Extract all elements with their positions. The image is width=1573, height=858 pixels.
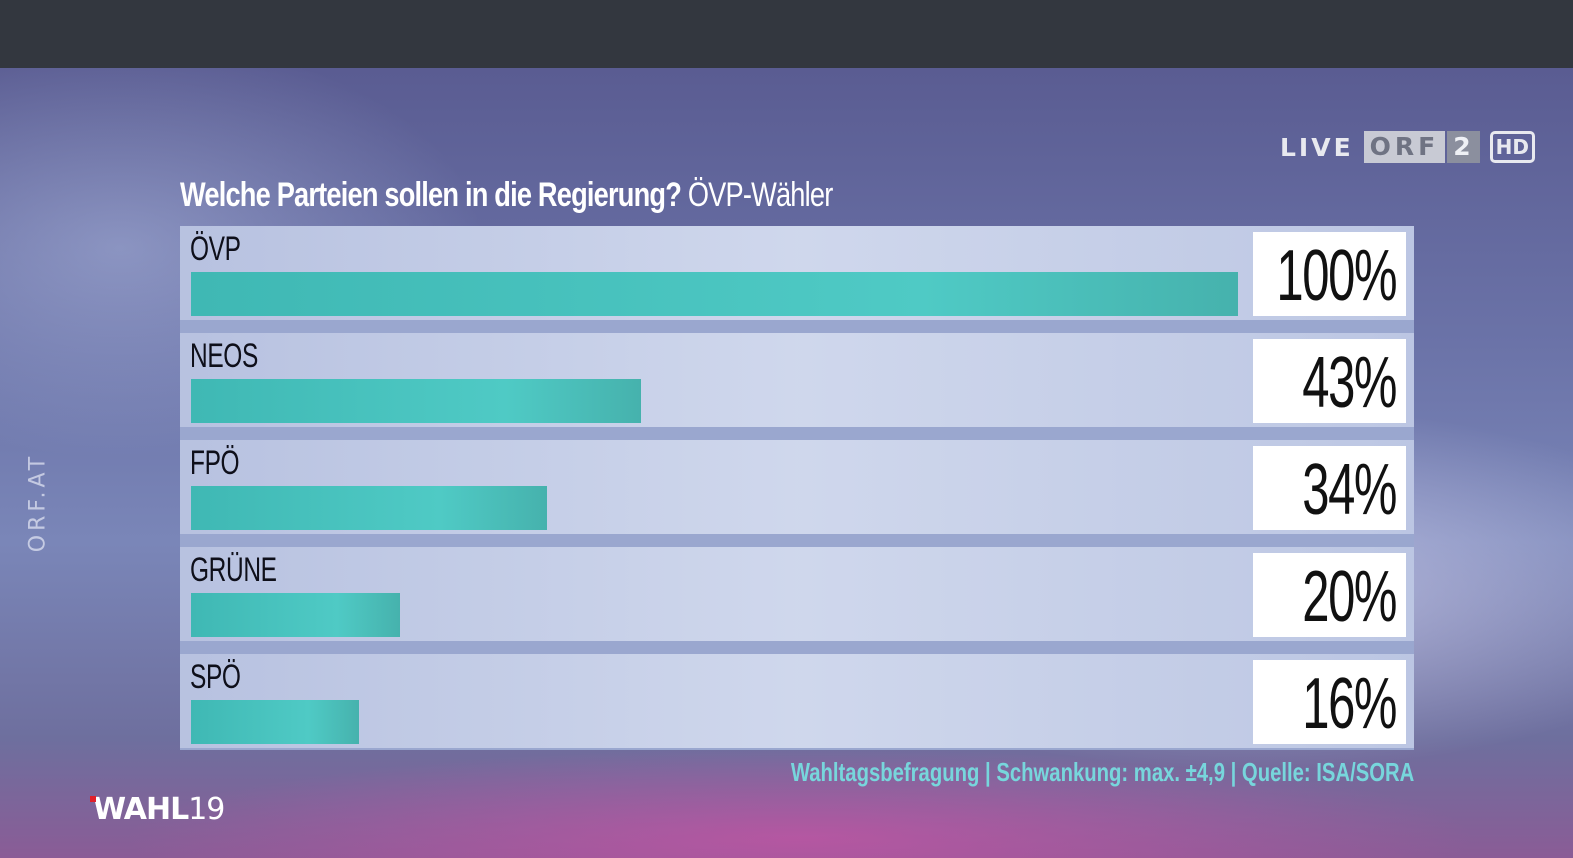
chart-subtitle: ÖVP-Wähler <box>687 176 833 214</box>
bar-category-label: FPÖ <box>190 444 240 482</box>
bar-row: GRÜNE 20% <box>180 547 1414 641</box>
hd-badge: HD <box>1489 131 1536 163</box>
bar-category-label: NEOS <box>190 337 258 375</box>
bar-chart-panel: ÖVP 100% NEOS 43% FPÖ 34% GRÜNE 20% SPÖ 16% <box>180 226 1414 750</box>
chart-title-main: Welche Parteien sollen in die Regierung? <box>180 176 682 214</box>
bar-value-label: 20% <box>1302 557 1397 637</box>
bar-value-label: 43% <box>1302 343 1397 423</box>
live-label: LIVE <box>1280 132 1354 162</box>
wahl19-logo: WAHL19 <box>90 792 225 827</box>
orf-at-watermark: ORF.AT <box>25 452 51 553</box>
bar-row: ÖVP 100% <box>180 226 1414 320</box>
channel-number: 2 <box>1447 131 1480 163</box>
logo-year: 19 <box>188 792 225 827</box>
bar <box>191 272 1238 316</box>
logo-red-dot <box>90 796 96 802</box>
top-bar <box>0 0 1573 68</box>
bar-category-label: SPÖ <box>190 658 241 696</box>
live-channel-logo: LIVE ORF 2 HD <box>1280 131 1536 163</box>
bar <box>191 486 547 530</box>
logo-word: WAHL <box>93 792 189 827</box>
bar-row: NEOS 43% <box>180 333 1414 427</box>
bar <box>191 379 641 423</box>
bar-category-label: GRÜNE <box>190 551 277 589</box>
bar <box>191 593 400 637</box>
bar-value-box: 20% <box>1253 553 1406 637</box>
bar-category-label: ÖVP <box>190 230 241 268</box>
bar-value-box: 43% <box>1253 339 1406 423</box>
bar-value-box: 16% <box>1253 660 1406 744</box>
bar-value-label: 100% <box>1276 236 1397 316</box>
source-note: Wahltagsbefragung | Schwankung: max. ±4,… <box>790 757 1414 787</box>
bar-value-box: 34% <box>1253 446 1406 530</box>
channel-logo: ORF <box>1363 131 1446 163</box>
bar-value-label: 16% <box>1302 664 1397 744</box>
bar-value-label: 34% <box>1302 450 1397 530</box>
bar-value-box: 100% <box>1253 232 1406 316</box>
chart-title: Welche Parteien sollen in die Regierung?… <box>180 176 833 215</box>
bar-row: SPÖ 16% <box>180 654 1414 748</box>
bar-row: FPÖ 34% <box>180 440 1414 534</box>
bar <box>191 700 359 744</box>
